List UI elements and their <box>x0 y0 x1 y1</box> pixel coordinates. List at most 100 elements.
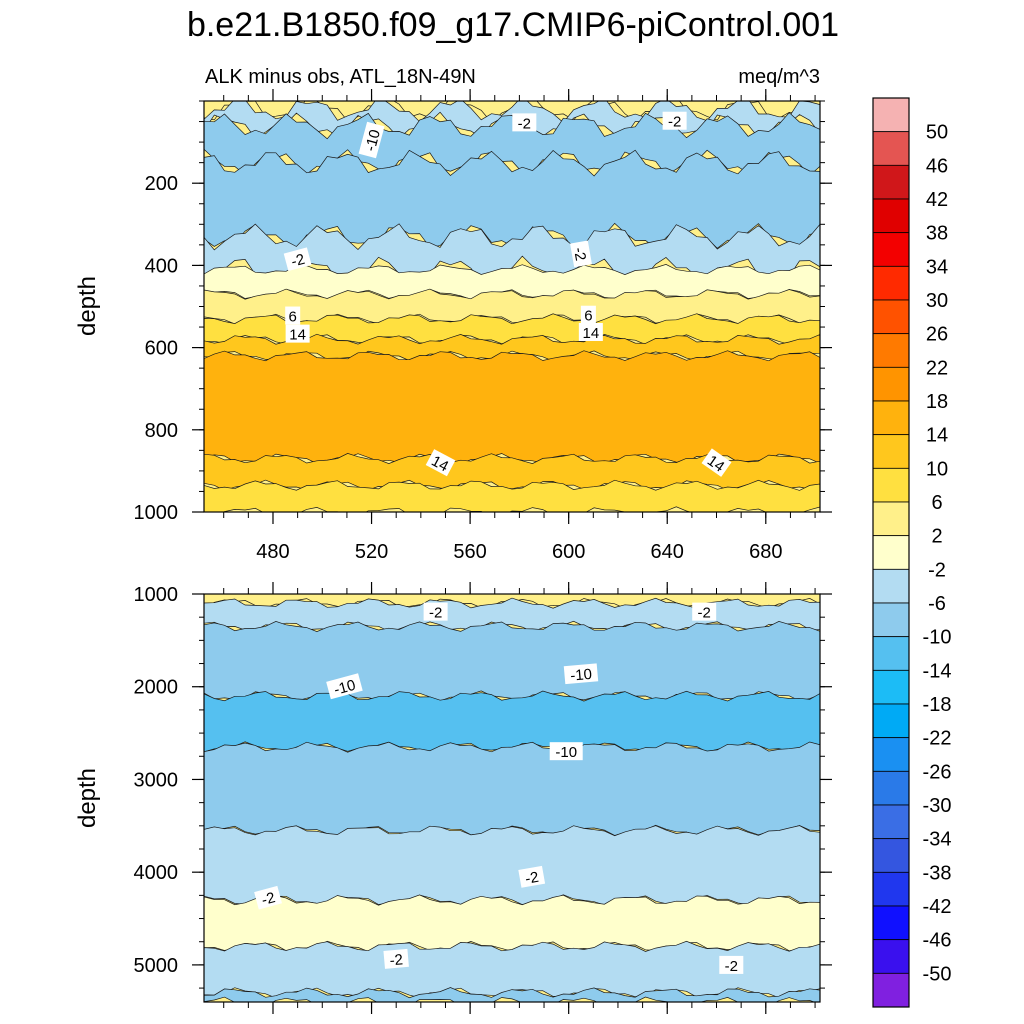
contour-band <box>204 690 820 753</box>
contour-band <box>204 453 820 491</box>
colorbar: 50 46 42 38 34 30 26 22 18 14 10 6 2 -2 -6 -10 -14 -18 -22… <box>872 97 952 1008</box>
x-tick-label: 600 <box>552 541 585 563</box>
y-tick-label: 1000 <box>134 584 179 606</box>
y-axis-label: depth <box>74 276 101 336</box>
contour-band <box>204 621 820 702</box>
contour-label: 14 <box>285 324 310 344</box>
colorbar-label: -30 <box>923 795 952 817</box>
contour-label-text: -2 <box>429 605 442 622</box>
colorbar-box <box>872 568 910 604</box>
contour-label: 14 <box>701 448 732 477</box>
colorbar-box <box>872 871 910 907</box>
contour-label-box <box>662 111 687 130</box>
contour-label-box <box>285 324 310 343</box>
contour-label: 6 <box>285 306 301 326</box>
contour-label: -10 <box>563 663 599 685</box>
contour-label-text: 14 <box>289 327 306 344</box>
lower-panel: -2 -2 -10 -10 -10 -2 -2 -2 -2 1000 2000 3000 4000 500… <box>74 582 832 1014</box>
colorbar-box <box>872 299 910 335</box>
contour-label-box <box>580 305 596 324</box>
contour-label-box <box>701 448 732 477</box>
contour-label-text: -10 <box>332 677 357 699</box>
colorbar-box <box>872 737 910 772</box>
colorbar-label: 38 <box>926 223 948 245</box>
contour-label-box <box>563 663 599 685</box>
colorbar-box <box>872 972 910 1008</box>
contour-label-text: -2 <box>518 115 531 132</box>
y-tick-label: 600 <box>145 338 178 360</box>
contour-label: -2 <box>518 865 546 888</box>
contour-label: -2 <box>254 885 282 910</box>
y-tick-label: 5000 <box>134 955 179 977</box>
colorbar-box <box>872 366 910 402</box>
contour-label: 6 <box>580 305 596 325</box>
contour-label: 14 <box>578 322 603 342</box>
contour-label-text: 14 <box>704 452 727 475</box>
contour-label-box <box>692 602 717 621</box>
contour-label-box <box>512 113 537 132</box>
colorbar-box <box>872 602 910 638</box>
colorbar-label: -6 <box>928 593 946 615</box>
contour-band <box>204 940 820 999</box>
y-tick-label: 4000 <box>134 862 179 884</box>
colorbar-box <box>872 232 910 267</box>
contour-label-box <box>423 602 448 621</box>
colorbar-label: 6 <box>931 492 942 514</box>
colorbar-box <box>872 669 910 705</box>
colorbar-box <box>872 97 910 133</box>
lower-plot-area: -2 -2 -10 -10 -10 -2 -2 -2 -2 <box>204 594 820 1002</box>
colorbar-label: -34 <box>923 829 952 851</box>
colorbar-box <box>872 905 910 941</box>
colorbar-label: 42 <box>926 189 948 211</box>
colorbar-label: -18 <box>923 694 952 716</box>
x-tick-label: 480 <box>256 541 289 563</box>
contour-band <box>204 350 820 464</box>
contour-label-text: -2 <box>524 869 540 888</box>
contour-label-box <box>254 885 282 910</box>
contour-label-box <box>285 306 301 325</box>
y-tick-label: 400 <box>145 255 178 277</box>
colorbar-label: -10 <box>923 627 952 649</box>
colorbar-label: 50 <box>926 122 948 144</box>
contour-band <box>204 741 820 836</box>
y-tick-label: 2000 <box>134 677 179 699</box>
contour-label-box <box>719 955 744 974</box>
contour-label-text: -2 <box>289 251 306 271</box>
contour-label-text: -2 <box>698 605 711 622</box>
contour-label-text: -10 <box>570 666 593 685</box>
colorbar-label: 22 <box>926 357 948 379</box>
colorbar-box <box>872 400 910 436</box>
contour-label: -2 <box>512 113 537 132</box>
colorbar-box <box>872 703 910 739</box>
contour-label: -10 <box>358 121 385 159</box>
contour-label-box <box>326 673 363 700</box>
colorbar-label: -2 <box>928 559 946 581</box>
colorbar-box <box>872 770 910 806</box>
contour-label-text: -2 <box>570 246 589 262</box>
colorbar-label: 14 <box>926 425 948 447</box>
contour-label: -2 <box>283 247 312 272</box>
colorbar-label: 2 <box>931 526 942 548</box>
contour-label-box <box>578 322 603 341</box>
colorbar-label: 46 <box>926 155 948 177</box>
colorbar-box <box>872 467 910 503</box>
colorbar-frame <box>872 97 910 1008</box>
colorbar-box <box>872 434 910 469</box>
contour-label-text: 6 <box>289 309 297 326</box>
colorbar-label: -50 <box>923 963 952 985</box>
colorbar-box <box>872 333 910 368</box>
contour-label-text: 6 <box>584 308 592 325</box>
colorbar-box <box>872 939 910 974</box>
contour-label-text: -2 <box>725 958 738 975</box>
colorbar-box <box>872 636 910 671</box>
x-tick-label: 680 <box>749 541 782 563</box>
colorbar-label: 30 <box>926 290 948 312</box>
colorbar-label: -46 <box>923 930 952 952</box>
colorbar-box <box>872 838 910 873</box>
contour-label: -10 <box>326 673 363 700</box>
contour-label-text: -2 <box>668 114 681 131</box>
colorbar-label: 26 <box>926 324 948 346</box>
